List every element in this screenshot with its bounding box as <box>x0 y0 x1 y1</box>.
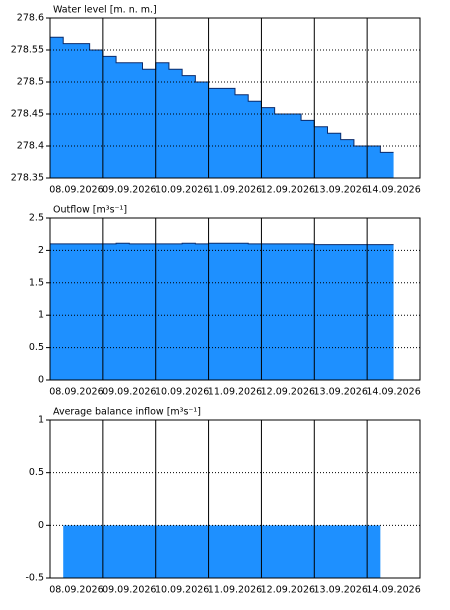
x-tick-label: 12.09.2026 <box>261 185 315 196</box>
y-tick-label: 278.4 <box>17 141 44 152</box>
x-tick-label: 09.09.2026 <box>102 585 156 596</box>
x-tick-label: 12.09.2026 <box>261 585 315 596</box>
x-tick-label: 14.09.2026 <box>366 185 420 196</box>
x-tick-label: 08.09.2026 <box>49 185 103 196</box>
x-tick-label: 09.09.2026 <box>102 387 156 398</box>
area <box>50 37 394 179</box>
x-tick-label: 11.09.2026 <box>208 585 262 596</box>
y-tick-label: 2.5 <box>29 213 44 224</box>
x-tick-label: 13.09.2026 <box>314 387 368 398</box>
area <box>63 525 381 578</box>
y-tick-label: 278.35 <box>11 173 44 184</box>
x-tick-label: 11.09.2026 <box>208 185 262 196</box>
plot-frame <box>49 419 421 579</box>
y-tick-label: 0 <box>38 375 44 386</box>
x-tick-label: 13.09.2026 <box>314 185 368 196</box>
plot-frame <box>49 17 421 179</box>
chart-title: Outflow [m³s⁻¹] <box>53 205 127 216</box>
y-tick-label: -0.5 <box>25 573 44 584</box>
y-tick-label: 0.5 <box>29 342 44 353</box>
y-tick-label: 1 <box>38 310 44 321</box>
chart-title: Average balance inflow [m³s⁻¹] <box>53 407 201 418</box>
x-tick-label: 10.09.2026 <box>155 585 209 596</box>
chart-title: Water level [m. n. m.] <box>53 5 157 16</box>
area <box>50 243 394 380</box>
area-outline <box>50 36 394 153</box>
x-tick-label: 14.09.2026 <box>366 585 420 596</box>
y-tick-label: 0 <box>38 520 44 531</box>
x-tick-label: 14.09.2026 <box>366 387 420 398</box>
y-tick-label: 1 <box>38 415 44 426</box>
plot-frame <box>49 217 421 381</box>
x-tick-label: 09.09.2026 <box>102 185 156 196</box>
y-tick-label: 278.6 <box>17 13 44 24</box>
x-tick-label: 08.09.2026 <box>49 387 103 398</box>
y-tick-label: 278.45 <box>11 109 44 120</box>
x-tick-label: 10.09.2026 <box>155 185 209 196</box>
x-tick-label: 12.09.2026 <box>261 387 315 398</box>
x-tick-label: 08.09.2026 <box>49 585 103 596</box>
x-tick-label: 13.09.2026 <box>314 585 368 596</box>
y-tick-label: 0.5 <box>29 467 44 478</box>
x-tick-label: 11.09.2026 <box>208 387 262 398</box>
y-tick-label: 2 <box>38 245 44 256</box>
y-tick-label: 278.55 <box>11 45 44 56</box>
y-tick-label: 1.5 <box>29 277 44 288</box>
y-tick-label: 278.5 <box>17 77 44 88</box>
x-tick-label: 10.09.2026 <box>155 387 209 398</box>
